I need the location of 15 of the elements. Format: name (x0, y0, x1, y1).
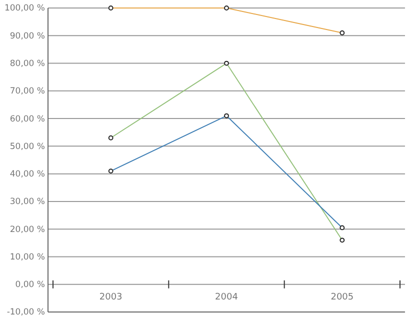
y-tick-label: -10,00 % (6, 308, 45, 318)
x-tick-label: 2005 (330, 292, 354, 303)
y-tick-label: 0,00 % (15, 280, 45, 290)
y-tick-label: 30,00 % (10, 197, 45, 208)
x-tick-label: 2003 (99, 292, 122, 303)
y-tick-label: 40,00 % (10, 170, 45, 180)
y-tick-label: 90,00 % (10, 31, 45, 42)
y-tick-label: 60,00 % (10, 114, 45, 124)
y-tick-label: 10,00 % (10, 252, 45, 262)
y-tick-label: 20,00 % (10, 224, 45, 235)
y-tick-label: 100,00 % (4, 4, 45, 14)
y-tick-label: 50,00 % (10, 142, 45, 152)
x-tick-label: 2004 (215, 292, 238, 303)
y-tick-label: 80,00 % (10, 58, 45, 69)
y-tick-label: 70,00 % (10, 86, 45, 97)
